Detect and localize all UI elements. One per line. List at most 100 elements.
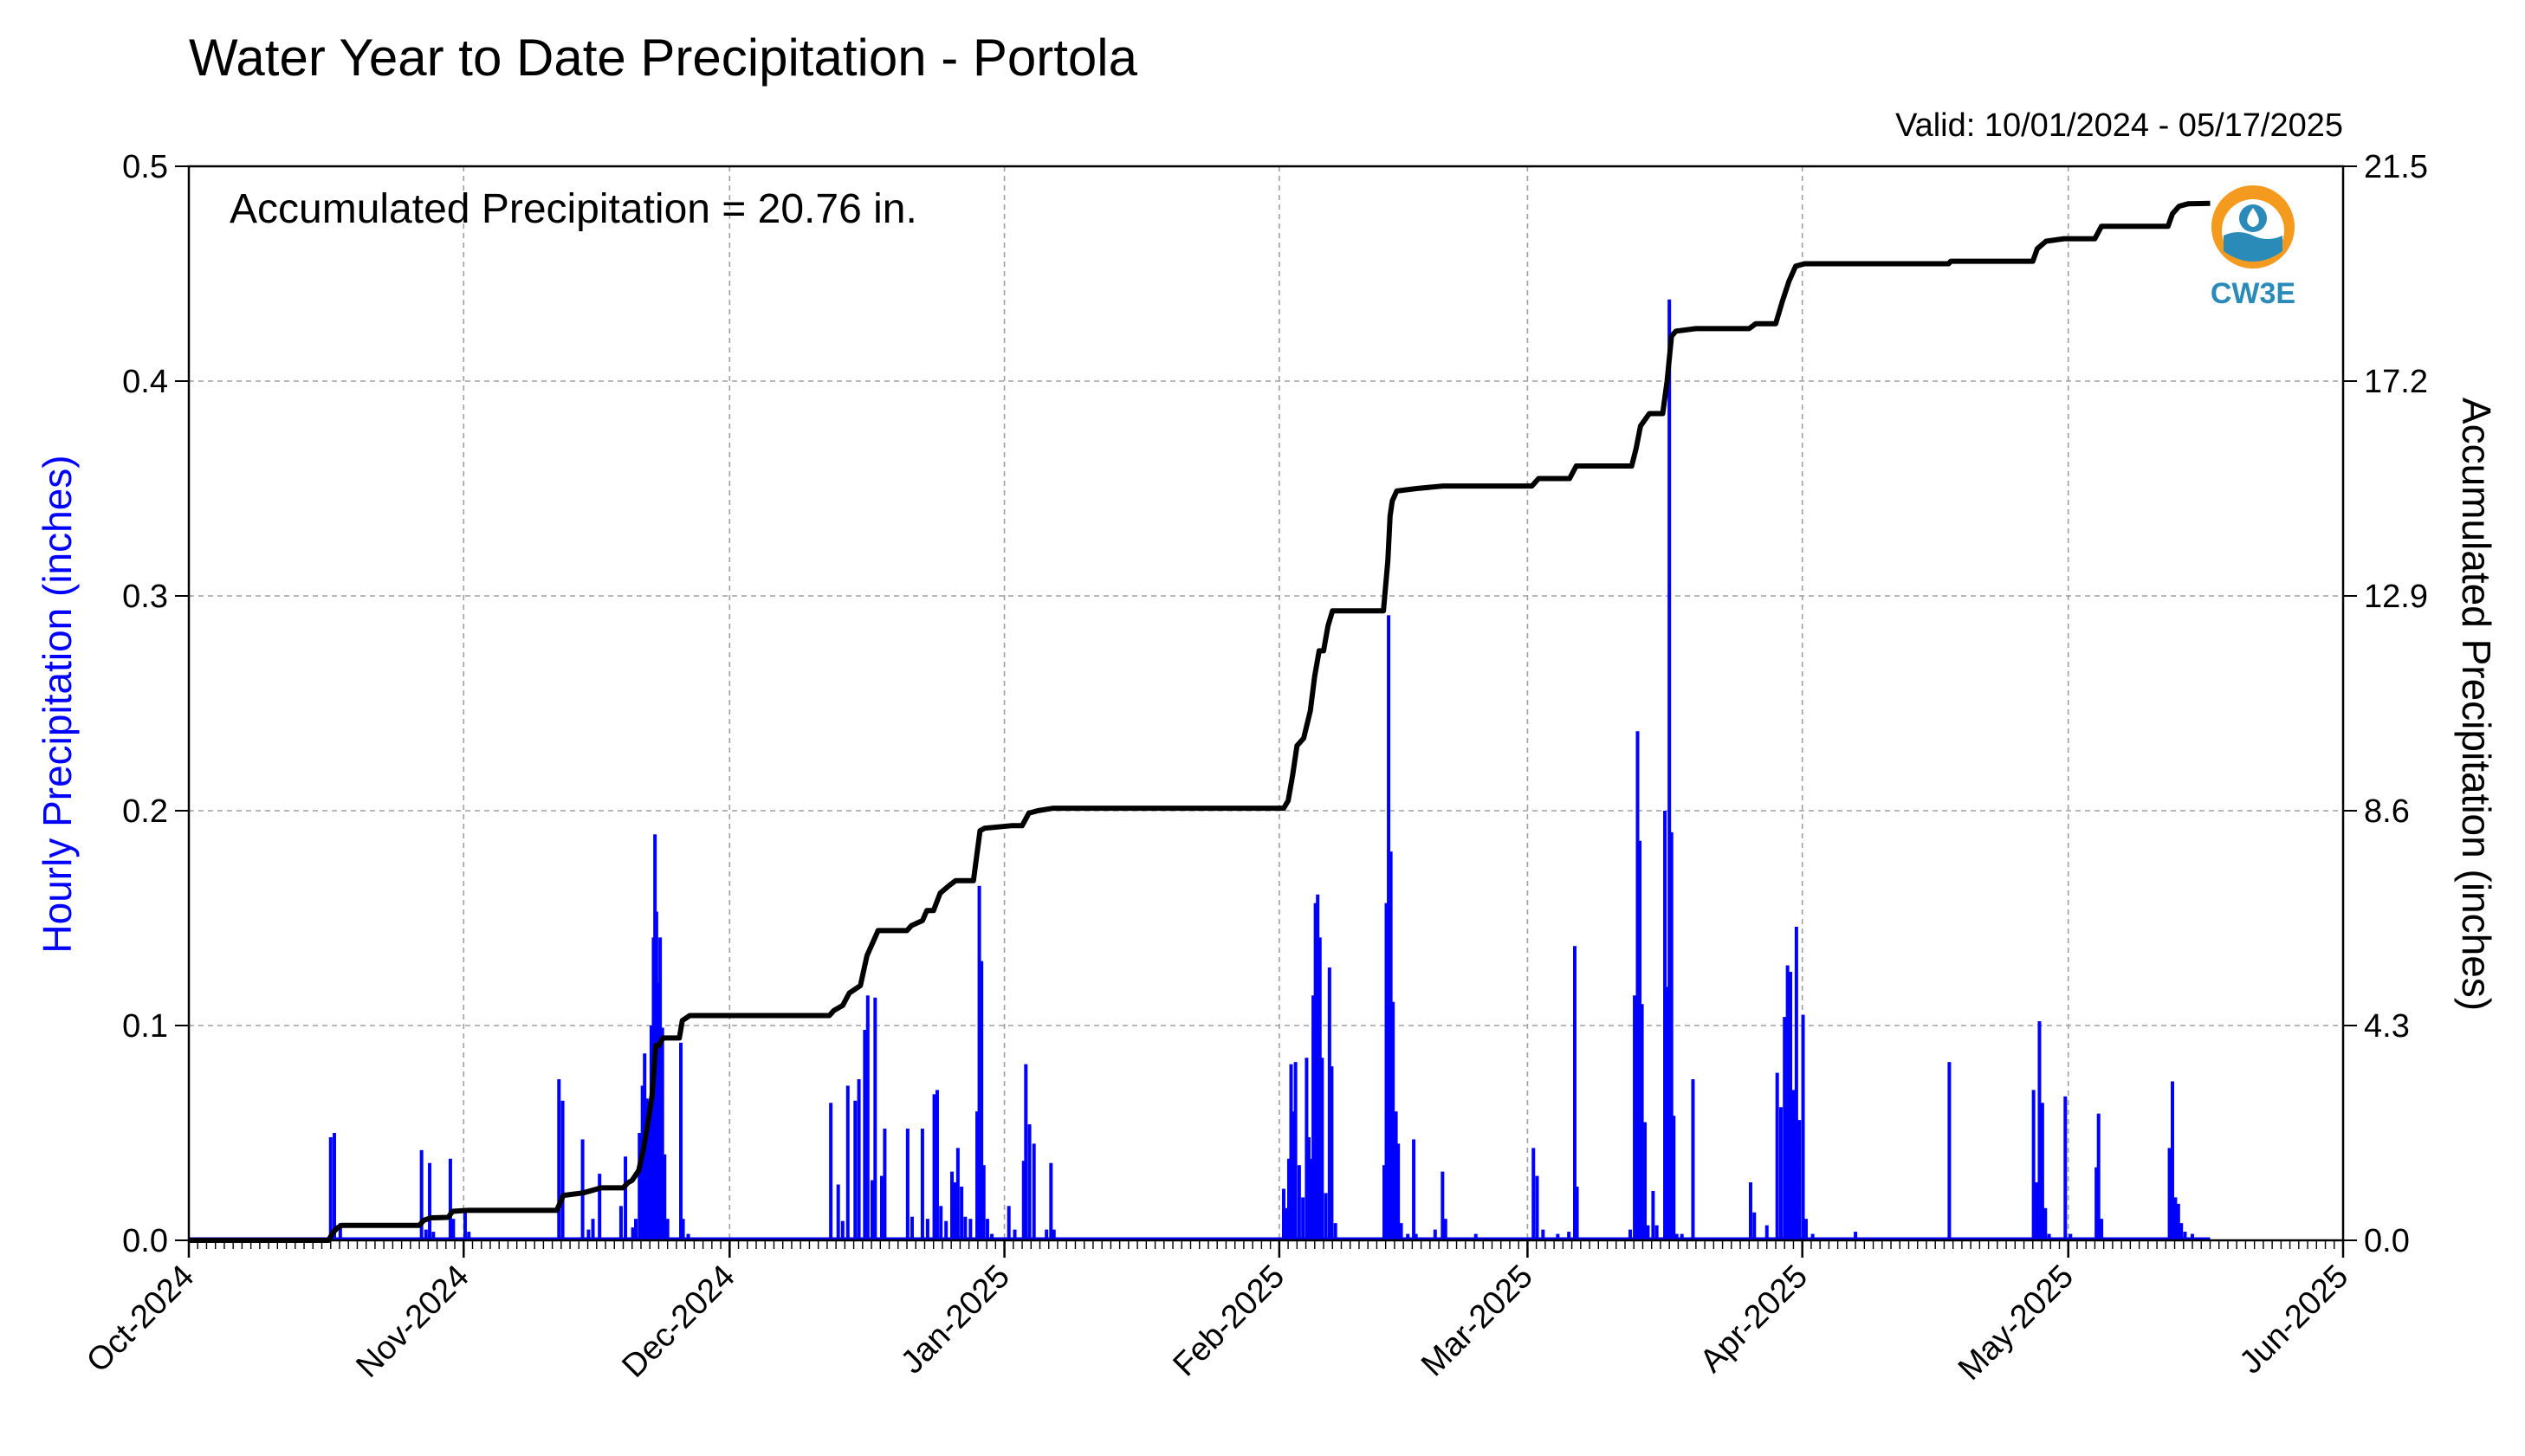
- hourly-precip-bar: [557, 1079, 561, 1240]
- hourly-precip-bar: [1013, 1229, 1017, 1240]
- hourly-precip-bar: [1394, 1111, 1398, 1240]
- water-drop-icon: [2247, 208, 2259, 227]
- hourly-precip-bar: [1324, 1193, 1328, 1240]
- hourly-precip-bar: [1330, 1066, 1334, 1240]
- hourly-precip-bar: [853, 1100, 858, 1240]
- hourly-precip-bar: [1032, 1143, 1036, 1240]
- hourly-precip-bar: [1443, 1219, 1447, 1240]
- x-axis-tick-labels: Oct-2024 Nov-2024 Dec-2024 Jan-2025 Feb-2025…: [80, 1259, 2355, 1388]
- left-tick-label: 0.1: [122, 1008, 168, 1045]
- hourly-precip-bar: [328, 1136, 333, 1240]
- accumulated-precipitation-line: [189, 200, 2211, 1243]
- hourly-precip-bar: [333, 1133, 337, 1240]
- hourly-precip-bar: [2094, 1167, 2099, 1240]
- left-axis-tick-labels: 0.0 0.1 0.2 0.3 0.4 0.5: [122, 149, 168, 1259]
- hourly-precip-bar: [981, 1165, 986, 1240]
- right-axis-title: Accumulated Precipitation (inches): [2454, 398, 2499, 1011]
- x-tick-label: Nov-2024: [349, 1259, 476, 1385]
- hourly-precip-bar: [451, 1219, 456, 1240]
- hourly-precip-bar: [1289, 1064, 1293, 1240]
- hourly-precip-bar: [2179, 1223, 2184, 1240]
- cw3e-logo: CW3E: [2211, 185, 2295, 310]
- hourly-precip-bar: [647, 1120, 651, 1240]
- hourly-precip-bar: [2037, 1021, 2042, 1240]
- hourly-precip-bar: [1412, 1139, 1416, 1240]
- hourly-precip-bar: [1049, 1162, 1053, 1240]
- hourly-precip-bar: [560, 1100, 565, 1240]
- x-tick-label: Jun-2025: [2233, 1259, 2356, 1382]
- hourly-precip-bar: [910, 1216, 914, 1240]
- hourly-precip-bar: [1778, 1107, 1783, 1240]
- hourly-precip-bar: [591, 1219, 595, 1240]
- hourly-precip-bar: [656, 982, 660, 1240]
- hourly-precip-bar: [1433, 1229, 1437, 1240]
- hourly-precip-bar: [1301, 1197, 1305, 1240]
- hourly-precip-bar: [2035, 1182, 2039, 1240]
- hourly-precip-bar: [681, 1219, 685, 1240]
- hourly-precip-bar: [1284, 1207, 1288, 1240]
- hourly-precip-bar: [963, 1216, 968, 1240]
- hourly-precip-bar: [1573, 946, 1577, 1240]
- hourly-precip-bar: [1791, 1090, 1796, 1240]
- x-tick-label: Oct-2024: [80, 1259, 201, 1380]
- hourly-precipitation-bars: [189, 299, 2211, 1240]
- hourly-precip-bar: [658, 937, 663, 1240]
- hourly-precip-bar: [920, 1129, 924, 1240]
- hourly-precip-bar: [2173, 1197, 2178, 1240]
- hourly-precip-bar: [631, 1227, 635, 1240]
- right-tick-label: 21.5: [2364, 149, 2428, 185]
- valid-date-range: Valid: 10/01/2024 - 05/17/2025: [1895, 107, 2343, 144]
- hourly-precip-bar: [1654, 1225, 1659, 1240]
- hourly-precip-bar: [977, 885, 981, 1240]
- hourly-precip-bar: [960, 1187, 964, 1240]
- hourly-precip-bar: [1672, 1116, 1676, 1240]
- left-tick-label: 0.3: [122, 579, 168, 615]
- hourly-precip-bar: [1391, 1001, 1395, 1240]
- hourly-precip-bar: [1669, 832, 1674, 1240]
- hourly-precip-bar: [1327, 967, 1331, 1240]
- hourly-precip-bar: [2100, 1219, 2104, 1240]
- hourly-precip-bar: [1389, 851, 1393, 1240]
- hourly-precip-bar: [857, 1079, 861, 1240]
- hourly-precip-bar: [968, 1219, 973, 1240]
- hourly-precip-bar: [1473, 1233, 1478, 1240]
- chart-title: Water Year to Date Precipitation - Porto…: [189, 29, 1138, 87]
- hourly-precip-bar: [1665, 987, 1669, 1240]
- hourly-precip-bar: [990, 1233, 994, 1240]
- logo-waves: [2224, 232, 2282, 262]
- hourly-precip-bar: [1633, 995, 1637, 1240]
- hourly-precip-bar: [1783, 1017, 1787, 1240]
- hourly-precip-bar: [2096, 1113, 2101, 1240]
- hourly-precip-bar: [2043, 1207, 2048, 1240]
- hourly-precip-bar: [2069, 1233, 2073, 1240]
- axis-ticks: [175, 165, 2357, 1258]
- hourly-precip-bar: [1311, 995, 1316, 1240]
- hourly-precip-bar: [1764, 1225, 1769, 1240]
- plot-frame: [187, 165, 2345, 1242]
- x-tick-label: Jan-2025: [894, 1259, 1017, 1382]
- hourly-precip-bar: [863, 1029, 867, 1240]
- hourly-precip-bar: [428, 1162, 432, 1240]
- hourly-precip-bar: [1309, 1158, 1313, 1240]
- hourly-precip-bar: [1947, 1062, 1952, 1240]
- hourly-precip-bar: [633, 1219, 638, 1240]
- hourly-precip-bar: [1541, 1229, 1545, 1240]
- left-tick-label: 0.4: [122, 364, 168, 400]
- hourly-precip-bar: [686, 1233, 690, 1240]
- hourly-precip-bar: [1801, 1014, 1805, 1240]
- hourly-precip-bar: [1333, 1223, 1337, 1240]
- hourly-precip-bar: [1667, 299, 1672, 1240]
- hourly-precip-bar: [1635, 731, 1640, 1240]
- hourly-precip-bar: [431, 1232, 436, 1240]
- hourly-precip-bar: [939, 1206, 943, 1240]
- hourly-precip-bar: [1646, 1225, 1650, 1240]
- hourly-precip-bar: [925, 1219, 929, 1240]
- hourly-precip-bar: [1752, 1212, 1757, 1240]
- x-tick-label: May-2025: [1952, 1259, 2081, 1388]
- hourly-precip-bar: [1797, 1120, 1802, 1240]
- hourly-precip-bar: [1281, 1188, 1285, 1240]
- hourly-precip-bar: [845, 1085, 850, 1240]
- hourly-precip-bar: [638, 1133, 642, 1240]
- hourly-precip-bar: [463, 1207, 467, 1240]
- hourly-precip-bar: [2183, 1232, 2187, 1240]
